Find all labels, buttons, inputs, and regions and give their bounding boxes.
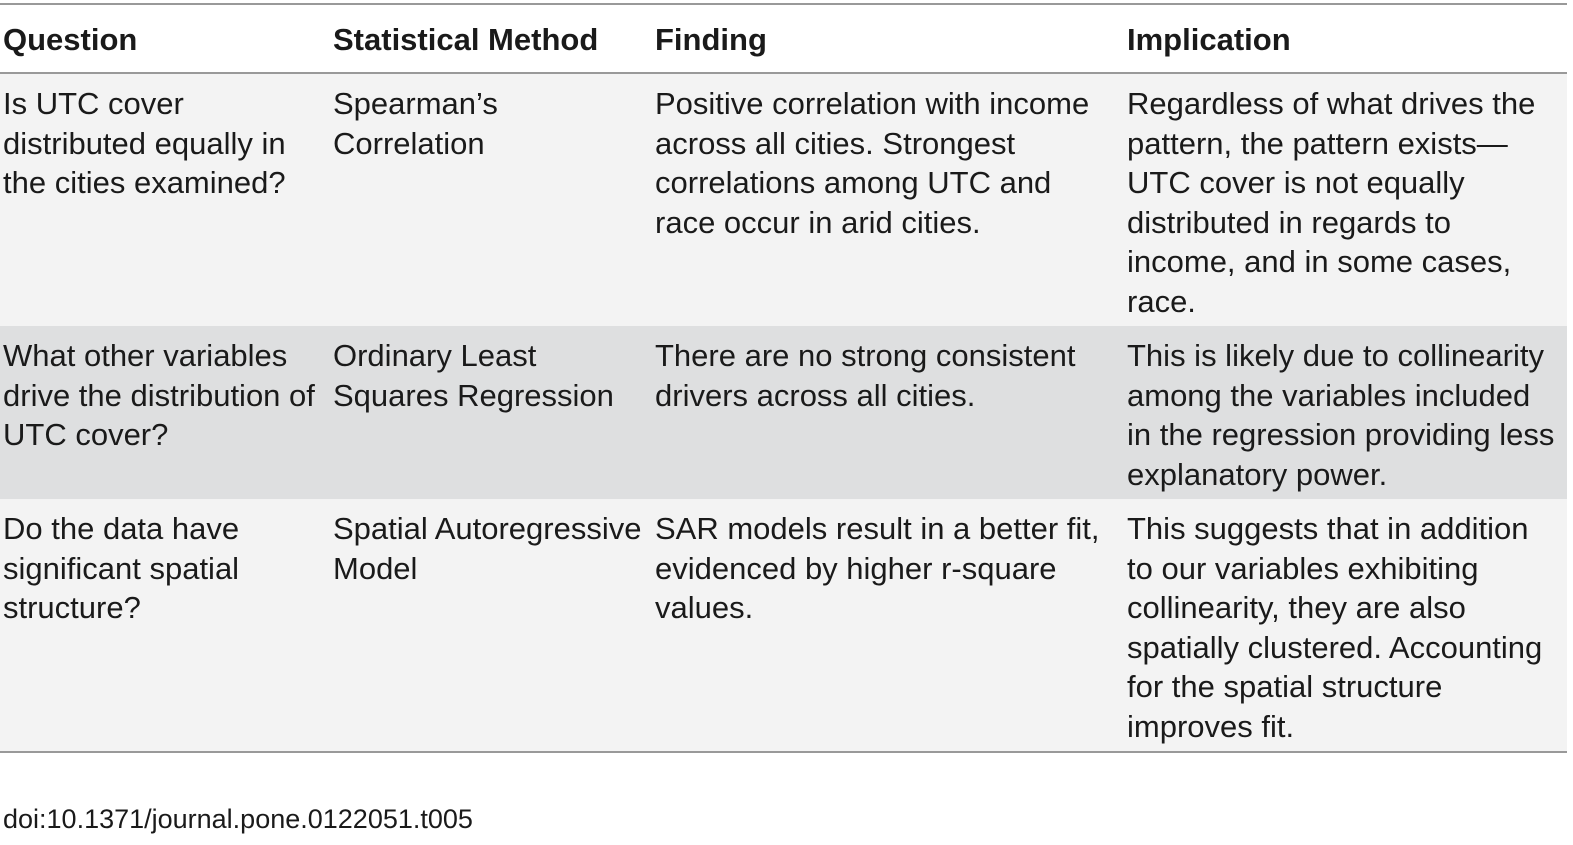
- results-table: Question Statistical Method Finding Impl…: [0, 3, 1567, 753]
- table-header: Question Statistical Method Finding Impl…: [0, 4, 1567, 73]
- cell-finding: There are no strong consistent drivers a…: [652, 326, 1124, 499]
- cell-implication: Regardless of what drives the pattern, t…: [1124, 73, 1567, 326]
- cell-question: Do the data have significant spatial str…: [0, 499, 330, 752]
- header-question: Question: [3, 22, 138, 57]
- results-table-container: Question Statistical Method Finding Impl…: [0, 3, 1567, 753]
- cell-finding: SAR models result in a better fit, evide…: [652, 499, 1124, 752]
- table-body: Is UTC cover distributed equally in the …: [0, 73, 1567, 752]
- cell-question: Is UTC cover distributed equally in the …: [0, 73, 330, 326]
- table-row: Is UTC cover distributed equally in the …: [0, 73, 1567, 326]
- header-statistical-method: Statistical Method: [333, 22, 599, 57]
- header-implication: Implication: [1127, 22, 1291, 57]
- table-row: Do the data have significant spatial str…: [0, 499, 1567, 752]
- cell-question: What other variables drive the distribut…: [0, 326, 330, 499]
- cell-method: Spearman’s Correlation: [330, 73, 652, 326]
- cell-method: Spatial Autoregressive Model: [330, 499, 652, 752]
- doi-caption: doi:10.1371/journal.pone.0122051.t005: [3, 804, 473, 834]
- cell-method: Ordinary Least Squares Regression: [330, 326, 652, 499]
- cell-implication: This suggests that in addition to our va…: [1124, 499, 1567, 752]
- header-row: Question Statistical Method Finding Impl…: [0, 4, 1567, 73]
- cell-implication: This is likely due to collinearity among…: [1124, 326, 1567, 499]
- cell-finding: Positive correlation with income across …: [652, 73, 1124, 326]
- table-row: What other variables drive the distribut…: [0, 326, 1567, 499]
- header-finding: Finding: [655, 22, 767, 57]
